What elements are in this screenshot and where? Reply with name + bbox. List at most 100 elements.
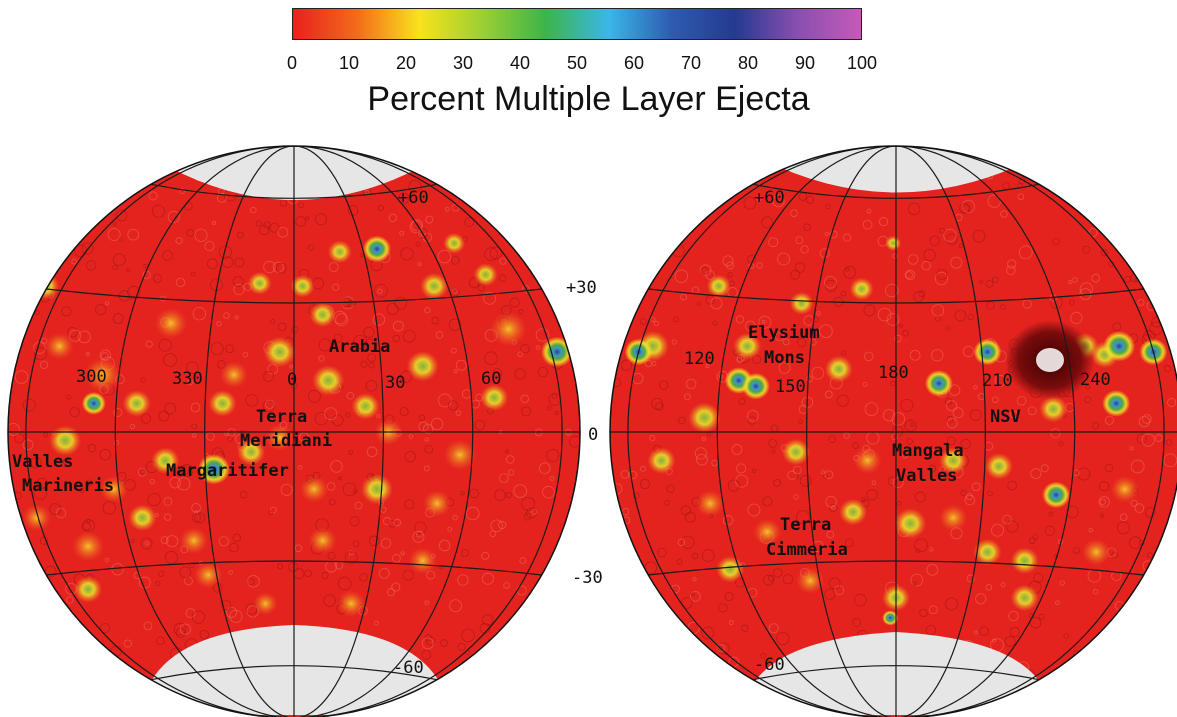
right-crater-mark — [946, 417, 958, 429]
left-crater-mark — [455, 410, 462, 416]
left-crater-mark — [39, 536, 49, 545]
right-ejecta-spot — [696, 490, 725, 517]
right-crater-mark — [896, 501, 902, 506]
left-crater-mark — [372, 313, 386, 326]
left-crater-mark — [460, 491, 465, 496]
right-hemisphere — [610, 146, 1177, 717]
left-crater-mark — [298, 202, 305, 209]
right-crater-mark — [915, 548, 921, 554]
right-crater-mark — [776, 631, 790, 646]
right-crater-mark — [762, 574, 774, 586]
right-crater-mark — [673, 316, 680, 323]
left-crater-mark — [107, 228, 121, 242]
right-crater-mark — [1136, 433, 1147, 444]
left-crater-mark — [453, 369, 458, 374]
right-crater-mark — [987, 490, 993, 497]
left-ejecta-spot — [155, 308, 188, 339]
right-crater-mark — [843, 432, 851, 439]
left-crater-mark — [542, 485, 555, 499]
left-crater-mark — [437, 393, 452, 408]
left-crater-mark — [191, 502, 201, 513]
right-crater-mark — [1165, 439, 1173, 446]
left-crater-mark — [294, 544, 303, 553]
right-ejecta-spot — [1042, 481, 1071, 509]
right-crater-mark — [628, 470, 638, 480]
left-crater-mark — [344, 412, 351, 418]
left-crater-mark — [177, 477, 191, 491]
left-crater-mark — [352, 540, 360, 548]
right-crater-mark — [866, 489, 878, 501]
left-crater-mark — [481, 572, 494, 585]
right-crater-mark — [773, 568, 783, 578]
colorbar-tick-70: 70 — [680, 53, 702, 73]
left-crater-mark — [187, 379, 194, 386]
left-crater-mark — [392, 334, 401, 343]
left-ejecta-spot — [327, 240, 352, 264]
left-crater-mark — [143, 263, 148, 269]
right-crater-mark — [701, 549, 715, 562]
right-crater-mark — [747, 416, 757, 425]
right-crater-mark — [1100, 249, 1108, 257]
right-crater-mark — [716, 643, 726, 653]
left-globe-outline — [7, 145, 581, 717]
colorbar-tick-30: 30 — [452, 53, 474, 73]
right-crater-mark — [773, 479, 782, 487]
right-crater-mark — [1066, 505, 1079, 519]
right-crater-mark — [701, 436, 706, 441]
right-crater-mark — [620, 359, 633, 371]
left-crater-mark — [191, 433, 197, 438]
left-crater-mark — [393, 518, 402, 527]
left-crater-mark — [520, 344, 530, 354]
right-crater-mark — [1141, 433, 1155, 447]
left-ejecta-spot — [45, 332, 74, 360]
right-ejecta-spot — [973, 538, 1002, 566]
left-crater-mark — [133, 571, 141, 580]
left-crater-mark — [431, 316, 440, 325]
left-crater-mark — [130, 538, 135, 543]
left-crater-mark — [112, 264, 118, 271]
left-crater-mark — [430, 417, 444, 431]
left-crater-mark — [416, 530, 423, 538]
left-crater-mark — [169, 476, 181, 489]
left-crater-mark — [163, 353, 178, 367]
left-ejecta-spot — [237, 438, 266, 466]
right-crater-mark — [1033, 572, 1044, 583]
left-crater-mark — [338, 476, 343, 481]
right-crater-mark — [1147, 552, 1154, 559]
left-crater-mark — [402, 330, 416, 343]
left-crater-mark — [179, 623, 192, 635]
left-crater-mark — [225, 344, 235, 354]
left-crater-mark — [323, 594, 336, 607]
right-crater-mark — [797, 418, 803, 424]
left-crater-mark — [194, 228, 208, 242]
left-crater-mark — [206, 258, 218, 270]
left-crater-mark — [461, 628, 475, 643]
left-crater-mark — [537, 366, 549, 378]
right-crater-mark — [824, 470, 834, 479]
left-crater-mark — [299, 432, 310, 443]
colorbar-tick-40: 40 — [509, 53, 531, 73]
right-crater-mark — [1119, 513, 1128, 522]
left-crater-mark — [489, 530, 497, 538]
right-ejecta-spot — [924, 370, 953, 397]
right-crater-mark — [1134, 503, 1145, 513]
right-crater-mark — [747, 503, 761, 517]
left-crater-mark — [221, 600, 232, 611]
left-crater-mark — [160, 536, 169, 544]
left-crater-mark — [377, 204, 384, 212]
right-crater-mark — [1008, 610, 1019, 622]
left-crater-mark — [490, 519, 504, 533]
left-crater-mark — [489, 246, 503, 260]
right-crater-mark — [946, 436, 956, 446]
right-crater-mark — [843, 266, 857, 279]
right-meridian — [627, 146, 897, 717]
right-crater-mark — [900, 398, 914, 413]
left-crater-mark — [22, 439, 34, 451]
right-crater-mark — [973, 630, 978, 635]
left-crater-mark — [505, 491, 513, 499]
left-crater-mark — [447, 400, 459, 411]
left-ejecta-spot — [253, 592, 278, 615]
right-crater-mark — [892, 425, 904, 437]
right-crater-mark — [943, 228, 957, 242]
right-ejecta-spot — [839, 498, 868, 526]
